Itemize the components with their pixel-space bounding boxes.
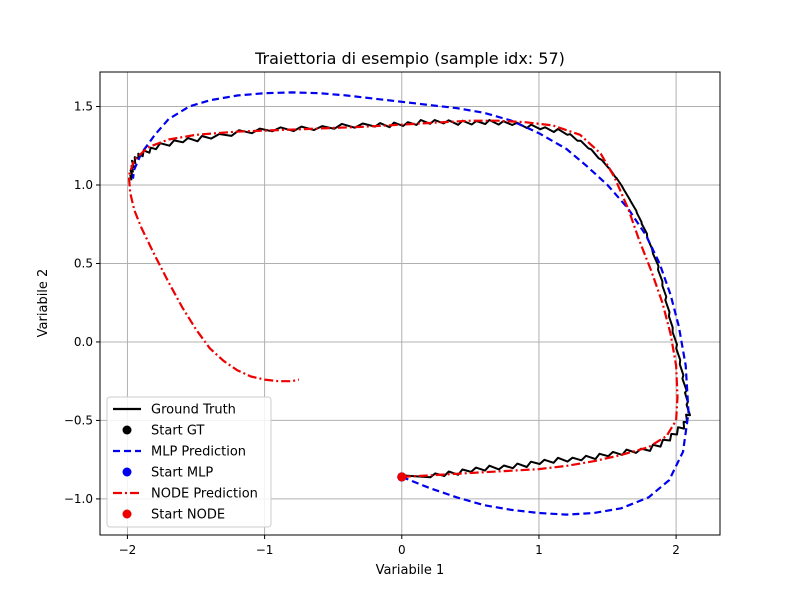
chart-title: Traiettoria di esempio (sample idx: 57) [254, 49, 565, 68]
series-line-mlp-prediction [131, 91, 690, 516]
legend-label-start-mlp: Start MLP [151, 466, 213, 481]
x-tick-label: 1 [535, 543, 543, 557]
legend-label-start-node: Start NODE [151, 508, 225, 523]
y-tick-label: 1.5 [74, 100, 93, 114]
legend-label-start-gt: Start GT [151, 424, 205, 439]
y-tick-label: 1.0 [74, 178, 93, 192]
y-tick-label: −1.0 [64, 492, 93, 506]
legend: Ground Truth Start GT MLP Prediction Start … [106, 396, 272, 528]
y-axis-label: Variabile 2 [36, 269, 51, 338]
series-line-node-prediction [127, 119, 679, 478]
start-points-group [397, 472, 407, 482]
axis-ticks: −2 −1 0 1 2 −1.0 −0.5 0.0 0.5 1.0 1.5 [64, 100, 680, 557]
legend-label-node-prediction: NODE Prediction [151, 487, 258, 502]
legend-marker-start-mlp [122, 467, 132, 477]
y-tick-label: 0.5 [74, 256, 93, 270]
legend-label-mlp-prediction: MLP Prediction [151, 445, 246, 460]
legend-marker-start-gt [122, 425, 132, 435]
y-tick-label: 0.0 [74, 335, 93, 349]
x-tick-label: −2 [119, 543, 137, 557]
legend-box [106, 396, 272, 528]
x-tick-label: 2 [672, 543, 680, 557]
y-tick-label: −0.5 [64, 413, 93, 427]
series-line-ground-truth [129, 119, 691, 479]
legend-marker-start-node [122, 509, 132, 519]
x-axis-label: Variabile 1 [376, 563, 445, 578]
plot-area-frame [99, 71, 721, 536]
marker-start-node [397, 472, 407, 482]
x-tick-label: −1 [256, 543, 274, 557]
legend-label-ground-truth: Ground Truth [151, 403, 236, 418]
series-group [127, 91, 691, 516]
x-tick-label: 0 [398, 543, 406, 557]
